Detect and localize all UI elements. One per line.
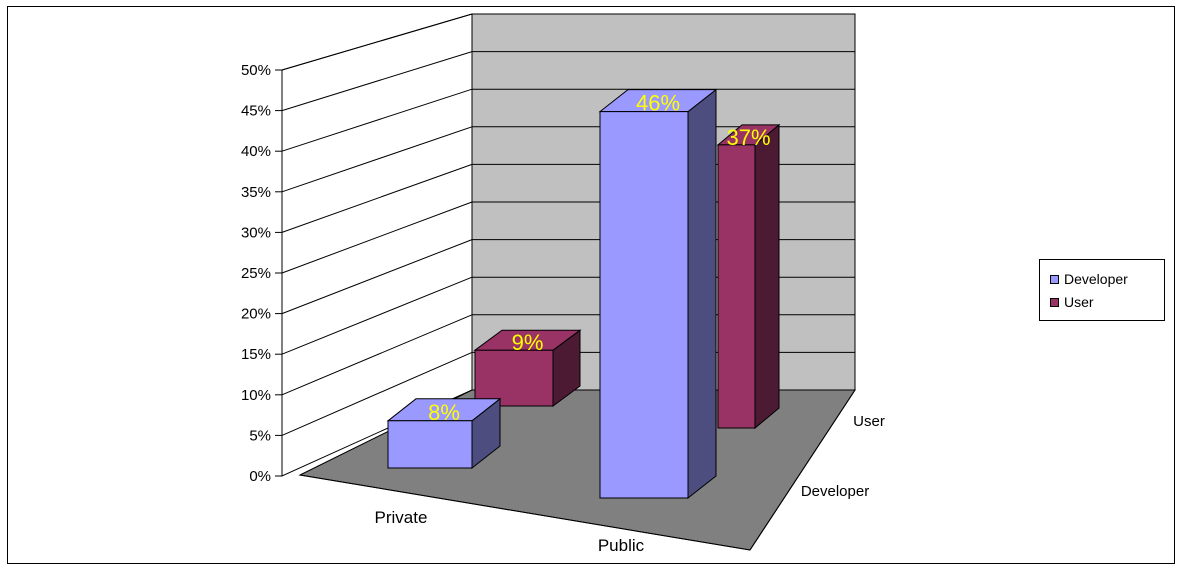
legend-swatch-developer (1050, 274, 1059, 284)
data-label-developer-public: 46% (636, 91, 680, 116)
y-tick-label: 10% (241, 387, 271, 404)
x-axis (299, 474, 751, 551)
gridline-side (281, 163, 473, 233)
gridline-side (281, 13, 473, 71)
y-tick-label: 15% (241, 346, 271, 363)
x-tick-label: Public (598, 536, 645, 555)
depth-tick-label: User (853, 413, 885, 430)
data-label-developer-private: 8% (428, 400, 460, 425)
data-label-user-public: 37% (726, 125, 770, 150)
gridline-side (281, 88, 473, 152)
labels: 9% 8% 37% 46% (428, 91, 770, 425)
y-tick-label: 30% (241, 224, 271, 241)
bar-developer-private (387, 420, 473, 469)
y-tick-label: 0% (249, 468, 271, 485)
legend: Developer User (1039, 259, 1165, 321)
y-tick-label: 35% (241, 184, 271, 201)
legend-label-user: User (1064, 294, 1094, 310)
y-tick-label: 50% (241, 62, 271, 79)
legend-item-developer: Developer (1050, 270, 1128, 288)
depth-tick-label: Developer (801, 483, 869, 500)
bars (386, 88, 781, 500)
bar-developer-public (599, 111, 689, 499)
axes: 0% 5% 10% 15% 20% 25% 30% 35% 40% 45% 50% Private Pu… (241, 62, 885, 555)
bar-side-user-public (754, 123, 780, 430)
y-tick-label: 40% (241, 143, 271, 160)
gridline-side (281, 239, 473, 315)
y-tick-label: 45% (241, 103, 271, 120)
gridline-side (281, 201, 473, 274)
depth-axis (749, 389, 856, 551)
y-tick-label: 20% (241, 306, 271, 323)
gridline-side (281, 51, 473, 112)
bar-side-developer-public (687, 88, 717, 500)
data-label-user-private: 9% (512, 330, 544, 355)
gridline-side (281, 126, 473, 193)
y-tick-label: 25% (241, 265, 271, 282)
bar-user-public (717, 144, 756, 429)
legend-swatch-user (1050, 297, 1059, 307)
gridline-side (281, 314, 473, 396)
bar-user-private (474, 349, 554, 407)
gridline-side (281, 276, 473, 355)
x-tick-label: Private (375, 508, 428, 527)
legend-label-developer: Developer (1064, 271, 1128, 287)
y-tick-label: 5% (249, 427, 271, 444)
legend-item-user: User (1050, 293, 1094, 311)
gridline-side (281, 351, 473, 436)
